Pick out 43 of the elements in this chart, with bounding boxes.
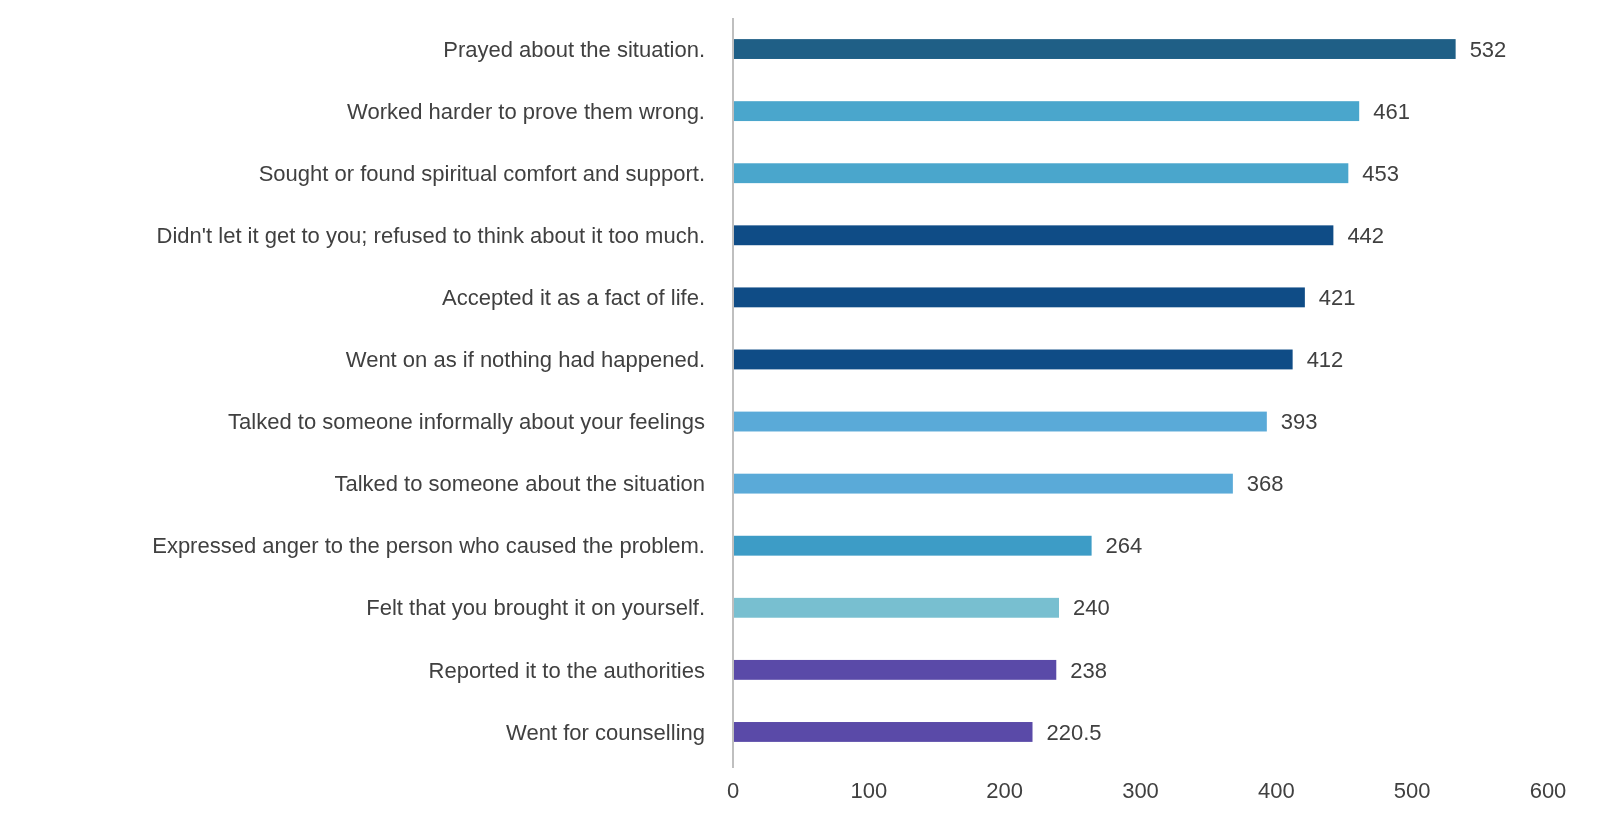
bar [733,287,1305,308]
data-label: 393 [1280,409,1318,435]
y-tick-label: Felt that you brought it on yourself. [366,595,705,621]
y-tick-label: Sought or found spiritual comfort and support. [258,160,705,186]
x-tick-label: 0 [726,778,740,803]
y-tick-label: Didn't let it get to you; refused to think about it too much. [156,222,705,248]
bar [733,535,1092,556]
data-label: 453 [1362,160,1400,186]
y-tick-label: Went for counselling [506,719,705,745]
x-tick-label: 600 [1529,778,1567,803]
y-tick-label: Prayed about the situation. [443,36,705,62]
y-tick-label: Expressed anger to the person who caused the problem. [152,533,705,559]
data-label: 220.5 [1046,719,1102,745]
data-label: 421 [1318,285,1356,311]
y-tick-label: Reported it to the authorities [428,657,705,683]
data-label: 461 [1373,98,1410,124]
x-tick-label: 300 [1122,778,1159,803]
data-label: 238 [1070,657,1107,683]
data-label: 442 [1347,222,1385,248]
bar [733,163,1349,184]
bar [733,39,1456,59]
x-tick-label: 500 [1393,778,1431,803]
data-label: 412 [1306,347,1344,373]
y-tick-label: Talked to someone informally about your feelings [228,409,705,435]
data-label: 368 [1246,471,1284,497]
y-tick-label: Accepted it as a fact of life. [442,285,705,311]
bar [733,349,1293,370]
data-label: 532 [1469,36,1507,62]
x-tick-label: 100 [850,778,888,803]
data-label: 264 [1105,533,1143,559]
y-tick-label: Worked harder to prove them wrong. [347,98,705,124]
bar [733,597,1059,618]
bar [733,722,1033,742]
bar [733,659,1057,680]
y-tick-label: Talked to someone about the situation [334,471,705,497]
bar [733,101,1360,122]
data-label: 240 [1073,595,1110,621]
y-tick-label: Went on as if nothing had happened. [345,347,705,373]
x-tick-label: 400 [1257,778,1295,803]
bar [733,411,1267,432]
bar [733,225,1334,246]
x-tick-label: 200 [986,778,1024,803]
bar [733,473,1233,494]
